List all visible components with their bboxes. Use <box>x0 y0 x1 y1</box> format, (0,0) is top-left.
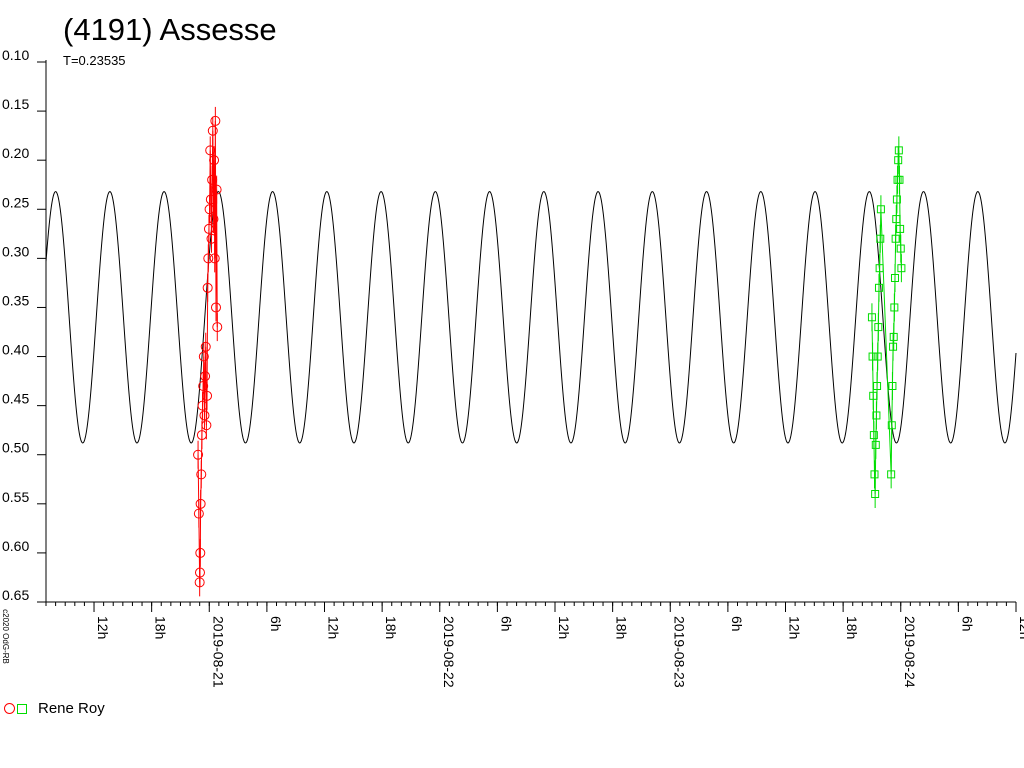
data-point-circle <box>205 145 216 156</box>
x-tick-label: 18h <box>614 616 630 639</box>
y-tick-label: 0.65 <box>2 587 29 603</box>
data-point-circle <box>206 233 217 244</box>
x-tick-label: 18h <box>153 616 169 639</box>
x-tick-label: 2019-08-21 <box>210 616 226 688</box>
data-point-circle <box>209 253 220 264</box>
data-point-square <box>874 323 883 332</box>
data-point-square <box>894 146 903 155</box>
x-tick-label: 6h <box>268 616 284 632</box>
data-point-circle <box>198 351 209 362</box>
y-tick-label: 0.30 <box>2 243 29 259</box>
legend-square-icon <box>17 703 27 714</box>
data-point-circle <box>210 115 221 126</box>
data-point-circle <box>207 125 218 136</box>
x-tick-label: 12h <box>1017 616 1024 639</box>
data-point-circle <box>202 282 213 293</box>
data-point-circle <box>198 381 209 391</box>
data-point-square <box>890 274 899 282</box>
x-tick-label: 6h <box>959 616 975 632</box>
y-tick-label: 0.45 <box>2 391 29 407</box>
data-point-square <box>876 234 885 243</box>
x-tick-label: 12h <box>95 616 111 639</box>
axes: 0.10 0.15 0.20 0.25 0.30 0.35 0.40 0.45 0.50 0.55… <box>2 47 1024 688</box>
copyright-text: c2020 OdG-RB <box>0 609 10 664</box>
data-point-square <box>869 431 878 440</box>
y-tick-label: 0.15 <box>2 96 29 112</box>
series-red-circles <box>193 106 223 597</box>
data-point-circle <box>195 547 206 558</box>
data-point-circle <box>210 302 221 313</box>
data-point-square <box>870 470 879 479</box>
data-point-square <box>889 332 898 341</box>
x-tick-label: 6h <box>729 616 745 632</box>
data-point-circle <box>205 194 216 205</box>
x-tick-label: 12h <box>556 616 572 639</box>
x-tick-label: 18h <box>383 616 399 639</box>
x-tick-label: 2019-08-24 <box>902 616 918 688</box>
data-point-square <box>874 283 883 292</box>
series-green-squares <box>867 136 906 508</box>
data-point-square <box>896 244 905 253</box>
data-point-square <box>892 195 901 204</box>
data-point-circle <box>208 214 219 225</box>
x-tick-label: 2019-08-23 <box>671 616 687 688</box>
data-point-circle <box>199 410 210 421</box>
legend-circle-icon <box>4 703 15 714</box>
data-point-circle <box>202 390 213 401</box>
data-point-circle <box>203 253 214 264</box>
data-point-circle <box>195 498 206 509</box>
data-point-square <box>875 264 884 273</box>
data-point-circle <box>200 341 211 352</box>
x-tick-label: 12h <box>787 616 803 639</box>
legend-label: Rene Roy <box>38 700 105 717</box>
series-layer <box>193 106 906 597</box>
data-point-circle <box>193 508 204 519</box>
data-point-square <box>897 264 906 273</box>
y-tick-label: 0.50 <box>2 440 29 456</box>
data-point-circle <box>209 155 220 166</box>
data-point-square <box>888 382 897 390</box>
data-point-circle <box>193 449 204 460</box>
data-point-circle <box>211 184 222 195</box>
y-tick-label: 0.40 <box>2 342 29 358</box>
data-point-square <box>891 234 900 243</box>
model-curve <box>45 191 1017 444</box>
data-point-circle <box>200 371 211 382</box>
data-point-square <box>872 411 881 420</box>
data-point-square <box>887 421 896 430</box>
data-point-circle <box>212 322 223 333</box>
chart-title: (4191) Assesse <box>63 12 277 47</box>
x-tick-label: 12h <box>326 616 342 639</box>
data-point-square <box>868 352 877 361</box>
legend: Rene Roy <box>4 700 105 717</box>
data-point-square <box>895 175 904 184</box>
y-tick-label: 0.60 <box>2 538 29 554</box>
x-tick-label: 6h <box>498 616 514 632</box>
data-point-square <box>896 224 905 233</box>
data-point-circle <box>194 567 205 578</box>
data-point-square <box>871 440 880 449</box>
model-sine-line <box>45 191 1017 444</box>
x-tick-label: 2019-08-22 <box>441 616 457 688</box>
y-tick-label: 0.20 <box>2 145 29 161</box>
data-point-circle <box>204 204 215 215</box>
data-point-square <box>871 490 880 498</box>
data-point-square <box>873 382 882 390</box>
data-point-circle <box>201 420 212 431</box>
period-label: T=0.23535 <box>63 53 126 68</box>
data-point-square <box>873 352 882 361</box>
data-point-square <box>889 342 898 351</box>
data-point-square <box>894 156 903 165</box>
data-point-square <box>867 313 876 322</box>
x-tick-label: 18h <box>844 616 860 639</box>
y-tick-label: 0.35 <box>2 292 29 308</box>
y-tick-label: 0.25 <box>2 194 29 210</box>
data-point-square <box>876 205 885 214</box>
y-tick-label: 0.55 <box>2 489 29 505</box>
data-point-square <box>890 303 899 312</box>
data-point-square <box>887 470 896 479</box>
data-point-circle <box>196 469 207 480</box>
y-tick-label: 0.10 <box>2 47 29 63</box>
